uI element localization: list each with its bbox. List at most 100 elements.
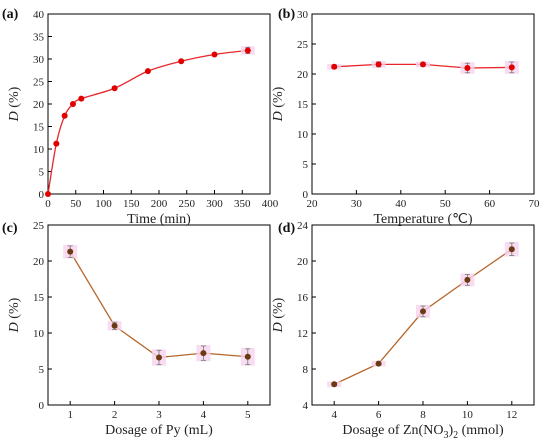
y-tick-label-b-5: 25 [297, 39, 309, 51]
data-point-d-3 [464, 276, 471, 283]
panel-c: (c) 1 2 3 4 5 0 5 10 15 20 25 Dosage of Py (mL) D … [2, 220, 271, 438]
x-tick-label-b-5: 70 [529, 198, 541, 210]
x-tick-label-a-4: 200 [151, 198, 168, 210]
x-tick-label-a-0: 0 [45, 198, 51, 210]
data-point-a-9 [244, 47, 251, 54]
y-axis-label-b-unit: (%) [271, 86, 286, 111]
y-tick-label-a-7: 35 [33, 32, 45, 44]
x-axis-label-d-sub2: 2 [453, 430, 458, 441]
x-tick-label-b-1: 30 [351, 198, 363, 210]
x-axis-label-d: Dosage of Zn(NO3)2 (mmol) [342, 423, 504, 441]
y-tick-label-b-2: 10 [297, 129, 309, 141]
x-tick-label-d-3: 10 [462, 409, 474, 421]
x-tick-label-a-6: 300 [206, 198, 223, 210]
data-point-a-4 [78, 95, 85, 102]
y-tick-label-a-3: 15 [33, 122, 45, 134]
y-tick-label-b-4: 20 [297, 69, 309, 81]
data-point-a-8 [211, 51, 218, 58]
x-tick-label-a-8: 400 [262, 198, 279, 210]
x-tick-label-b-0: 20 [307, 198, 319, 210]
data-point-c-4 [244, 353, 251, 360]
y-tick-label-d-3: 16 [297, 292, 309, 304]
plot-frame-b [311, 13, 535, 195]
x-tick-label-a-7: 350 [234, 198, 251, 210]
y-axis-label-d: D (%) [271, 297, 286, 333]
data-point-a-2 [61, 112, 68, 119]
panel-b: (b) 20 30 40 50 60 70 0 5 10 15 20 25 30 Temperature… [271, 7, 540, 227]
data-point-d-1 [375, 360, 382, 367]
panel-label-d: (d) [278, 221, 295, 236]
data-point-b-3 [464, 65, 471, 71]
y-axis-label-c-symbol: D [7, 322, 22, 333]
data-point-b-0 [331, 63, 338, 70]
data-point-a-6 [144, 68, 151, 75]
panel-label-c: (c) [2, 221, 18, 236]
y-axis-label-c: D (%) [7, 297, 22, 333]
plot-frame-c [47, 224, 271, 406]
x-tick-label-a-3: 150 [123, 198, 140, 210]
data-point-a-7 [178, 58, 185, 65]
data-point-c-3 [200, 350, 207, 357]
y-tick-label-c-4: 20 [33, 256, 45, 268]
data-point-a-0 [45, 191, 51, 197]
y-tick-label-a-2: 10 [33, 144, 45, 156]
x-axis-label-d-main: Dosage of Zn(NO [342, 423, 443, 438]
data-point-a-5 [111, 85, 118, 92]
y-axis-label-a-symbol: D [7, 111, 22, 122]
series-line-a [47, 49, 248, 195]
x-tick-label-b-3: 50 [440, 198, 452, 210]
y-axis-label-a: D (%) [7, 86, 22, 122]
x-tick-label-d-4: 12 [506, 409, 517, 421]
x-tick-label-b-2: 40 [395, 198, 407, 210]
data-point-b-1 [375, 61, 382, 68]
data-point-d-0 [331, 381, 338, 388]
panel-label-b: (b) [278, 7, 295, 22]
x-axis-label-b: Temperature (℃) [373, 212, 472, 227]
x-tick-label-c-3: 4 [201, 409, 207, 421]
y-tick-label-b-1: 5 [303, 159, 309, 171]
y-tick-label-b-3: 15 [297, 99, 309, 111]
y-tick-label-a-0: 0 [39, 189, 45, 201]
y-tick-label-c-2: 10 [33, 328, 45, 340]
data-point-d-4 [508, 246, 515, 253]
x-tick-label-c-4: 5 [245, 409, 251, 421]
x-axis-label-d-unit: (mmol) [458, 423, 504, 438]
y-tick-label-c-3: 15 [33, 292, 45, 304]
y-tick-label-d-4: 20 [297, 256, 309, 268]
x-axis-label-c: Dosage of Py (mL) [105, 423, 213, 438]
x-tick-label-a-1: 50 [70, 198, 82, 210]
x-tick-label-d-1: 6 [376, 409, 382, 421]
data-point-a-1 [53, 140, 60, 147]
y-tick-label-a-6: 30 [33, 54, 45, 66]
x-axis-label-a: Time (min) [127, 212, 191, 227]
data-point-c-1 [111, 322, 118, 329]
y-axis-label-b: D (%) [271, 86, 286, 122]
x-tick-label-c-1: 2 [112, 409, 118, 421]
data-point-a-3 [69, 101, 76, 107]
y-tick-label-d-2: 12 [297, 328, 308, 340]
y-tick-label-d-5: 24 [297, 220, 309, 232]
x-tick-label-c-0: 1 [67, 409, 73, 421]
y-tick-label-c-0: 0 [39, 400, 45, 412]
data-point-d-2 [420, 308, 426, 315]
plot-frame-a [47, 13, 271, 195]
y-axis-label-c-unit: (%) [7, 297, 22, 322]
y-tick-label-a-8: 40 [33, 9, 45, 21]
panel-d: (d) 4 6 8 10 12 4 8 12 16 20 24 Dosage of Zn(NO3)2… [271, 220, 535, 441]
y-tick-label-d-1: 8 [303, 364, 309, 376]
data-point-c-2 [156, 354, 162, 361]
y-axis-label-d-unit: (%) [271, 297, 286, 322]
y-tick-label-a-5: 25 [33, 77, 45, 89]
data-point-b-2 [420, 61, 426, 68]
y-tick-label-b-6: 30 [297, 9, 309, 21]
y-tick-label-b-0: 0 [303, 189, 309, 201]
y-tick-label-a-4: 20 [33, 99, 45, 111]
x-tick-label-c-2: 3 [156, 409, 162, 421]
data-point-b-4 [508, 64, 515, 71]
x-tick-label-a-5: 250 [179, 198, 196, 210]
plot-frame-d [311, 224, 535, 406]
y-tick-label-c-5: 25 [33, 220, 45, 232]
x-tick-label-d-2: 8 [420, 409, 426, 421]
y-tick-label-c-1: 5 [39, 364, 45, 376]
